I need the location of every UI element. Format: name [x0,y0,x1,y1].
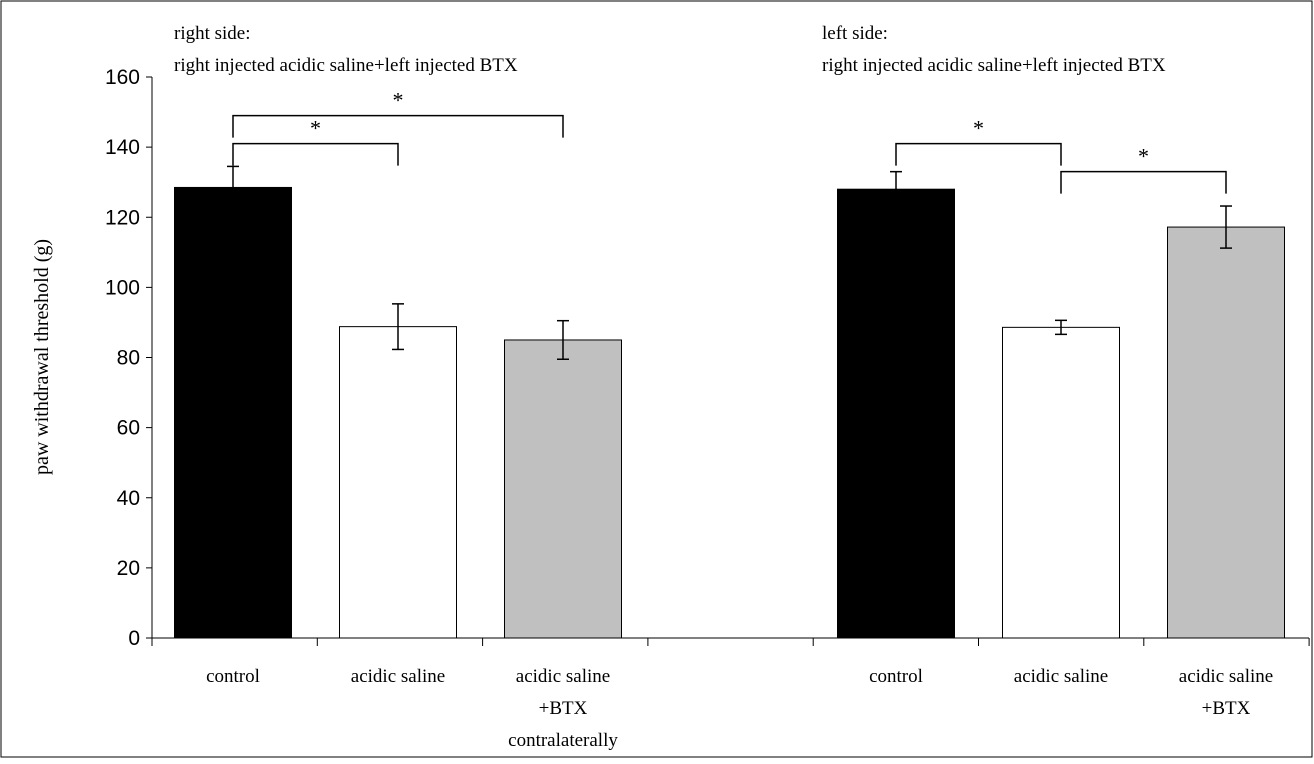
left-side-title: left side: [822,23,888,44]
y-tick-label: 40 [117,487,140,510]
bar [174,186,292,639]
significance-brackets: * * * * [232,88,1227,194]
significance-bracket [232,114,564,138]
significance-star: * [310,116,321,141]
bar [1002,326,1120,639]
bar [504,339,622,639]
error-bars [227,165,1232,361]
x-tick-label: contralaterally [508,730,618,751]
significance-bracket [895,142,1062,166]
left-side-subtitle: right injected acidic saline+left inject… [822,55,1166,76]
x-tick-label: +BTX [1202,698,1251,719]
y-tick-label: 120 [105,206,140,229]
x-tick-label: acidic saline [1179,666,1273,687]
significance-star: * [973,116,984,141]
y-tick-label: 140 [105,136,140,159]
x-tick-labels: control acidic saline acidic saline +BTX con… [206,666,1273,751]
y-tick-label: 0 [128,627,140,650]
y-tick-label: 80 [117,347,140,370]
right-side-subtitle: right injected acidic saline+left inject… [174,55,518,76]
x-tick-label: control [206,666,260,687]
x-tick-label: +BTX [539,698,588,719]
y-tick-label: 20 [117,557,140,580]
y-axis-label: paw withdrawal threshold (g) [31,239,53,475]
right-side-title: right side: [174,23,251,44]
bar [339,326,457,639]
bar [837,188,955,639]
bars [174,186,1285,639]
x-tick-label: acidic saline [351,666,445,687]
x-tick-label: acidic saline [1014,666,1108,687]
y-tick-label: 160 [105,66,140,89]
significance-bracket [232,142,399,166]
bar [1167,226,1285,639]
significance-star: * [393,88,404,113]
x-tick-label: control [869,666,923,687]
x-tick-label: acidic saline [516,666,610,687]
y-tick-label: 60 [117,417,140,440]
y-tick-label: 100 [105,276,140,299]
significance-star: * [1138,144,1149,169]
significance-bracket [1060,170,1227,194]
